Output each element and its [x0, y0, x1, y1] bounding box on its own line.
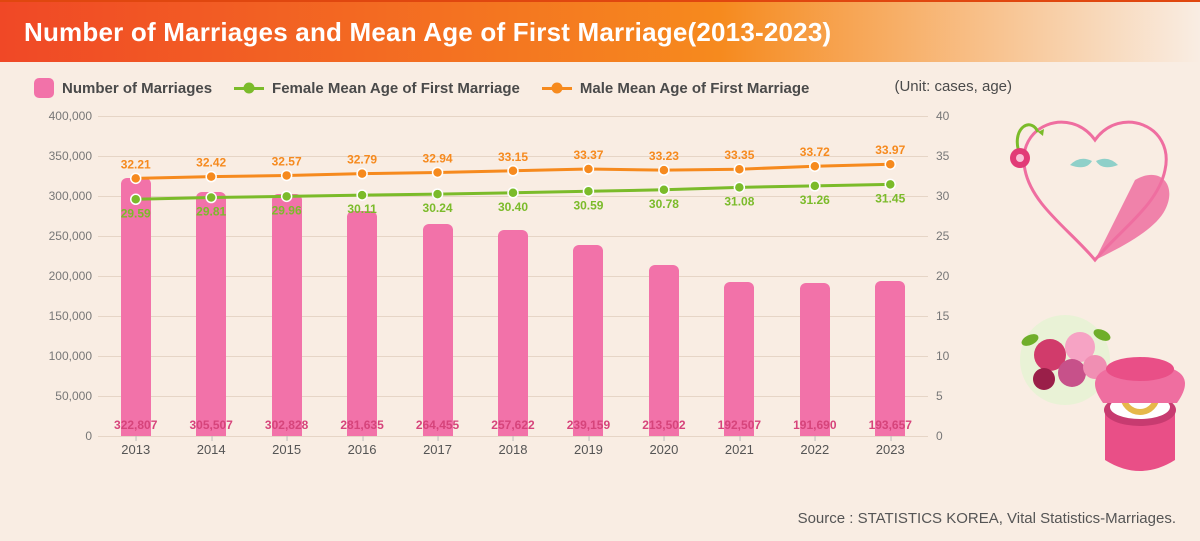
series-marker — [131, 173, 141, 183]
series-marker — [885, 159, 895, 169]
series-marker — [734, 164, 744, 174]
series-value-label: 33.15 — [498, 150, 528, 164]
legend-marriages-label: Number of Marriages — [62, 80, 212, 97]
series-value-label: 30.11 — [347, 202, 377, 216]
chart-title: Number of Marriages and Mean Age of Firs… — [24, 17, 831, 48]
series-value-label: 31.45 — [875, 191, 905, 205]
x-tick: 2013 — [121, 442, 150, 457]
y-right-tick: 25 — [936, 229, 976, 243]
series-value-label: 29.96 — [272, 203, 302, 217]
series-value-label: 31.08 — [724, 194, 754, 208]
series-value-label: 30.24 — [423, 201, 453, 215]
y-right-tick: 20 — [936, 269, 976, 283]
y-right-tick: 40 — [936, 109, 976, 123]
x-tick: 2022 — [800, 442, 829, 457]
chart-area: 322,807305,507302,828281,635264,455257,6… — [34, 110, 994, 470]
lines-layer: 32.21 32.42 32.57 32.79 32.94 33.15 33.37 33.23… — [98, 116, 928, 436]
series-marker — [131, 194, 141, 204]
x-tick: 2014 — [197, 442, 226, 457]
series-marker — [357, 169, 367, 179]
y-right-tick: 35 — [936, 149, 976, 163]
series-marker — [583, 186, 593, 196]
chart-canvas: Number of Marriages and Mean Age of Firs… — [0, 0, 1200, 541]
x-tick: 2015 — [272, 442, 301, 457]
series-value-label: 33.72 — [800, 145, 830, 159]
series-value-label: 33.23 — [649, 149, 679, 163]
series-marker — [659, 165, 669, 175]
y-right-tick: 30 — [936, 189, 976, 203]
unit-label: (Unit: cases, age) — [894, 78, 1012, 95]
legend-male: Male Mean Age of First Marriage — [542, 80, 810, 97]
series-value-label: 29.59 — [121, 206, 151, 220]
series-value-label: 32.94 — [423, 151, 453, 165]
series-value-label: 33.37 — [573, 148, 603, 162]
series-marker — [508, 166, 518, 176]
y-left-tick: 0 — [34, 429, 92, 443]
y-right-tick: 0 — [936, 429, 976, 443]
swatch-line-male-icon — [542, 87, 572, 90]
legend-female-label: Female Mean Age of First Marriage — [272, 80, 520, 97]
series-marker — [282, 170, 292, 180]
y-left-tick: 350,000 — [34, 149, 92, 163]
series-value-label: 30.40 — [498, 200, 528, 214]
series-marker — [659, 185, 669, 195]
legend-female: Female Mean Age of First Marriage — [234, 80, 520, 97]
series-marker — [433, 189, 443, 199]
wedding-illustration-icon — [1000, 110, 1190, 490]
x-tick: 2019 — [574, 442, 603, 457]
y-right-tick: 15 — [936, 309, 976, 323]
series-marker — [206, 193, 216, 203]
series-value-label: 32.42 — [196, 156, 226, 170]
legend-marriages: Number of Marriages — [34, 78, 212, 98]
y-left-tick: 300,000 — [34, 189, 92, 203]
x-tick: 2023 — [876, 442, 905, 457]
x-axis: 2013 2014 2015 2016 2017 2018 2019 2020 2021 2022… — [98, 440, 928, 466]
series-marker — [357, 190, 367, 200]
series-value-label: 30.59 — [573, 198, 603, 212]
y-left-tick: 400,000 — [34, 109, 92, 123]
y-right-tick: 5 — [936, 389, 976, 403]
x-tick: 2017 — [423, 442, 452, 457]
series-marker — [433, 167, 443, 177]
series-value-label: 29.81 — [196, 205, 226, 219]
y-left-tick: 250,000 — [34, 229, 92, 243]
series-value-label: 31.26 — [800, 193, 830, 207]
series-value-label: 30.78 — [649, 197, 679, 211]
series-marker — [206, 172, 216, 182]
series-marker — [734, 182, 744, 192]
y-left-tick: 100,000 — [34, 349, 92, 363]
swatch-line-female-icon — [234, 87, 264, 90]
series-value-label: 32.21 — [121, 157, 151, 171]
x-tick: 2020 — [649, 442, 678, 457]
series-marker — [810, 161, 820, 171]
series-value-label: 33.35 — [724, 148, 754, 162]
y-left-tick: 150,000 — [34, 309, 92, 323]
y-right-tick: 10 — [936, 349, 976, 363]
x-tick: 2016 — [348, 442, 377, 457]
series-marker — [282, 191, 292, 201]
swatch-bar-icon — [34, 78, 54, 98]
series-marker — [885, 179, 895, 189]
x-tick: 2021 — [725, 442, 754, 457]
series-marker — [508, 188, 518, 198]
series-value-label: 32.57 — [272, 154, 302, 168]
y-left-tick: 50,000 — [34, 389, 92, 403]
source-label: Source : STATISTICS KOREA, Vital Statist… — [798, 510, 1176, 527]
title-banner: Number of Marriages and Mean Age of Firs… — [0, 0, 1200, 62]
x-tick: 2018 — [499, 442, 528, 457]
legend-male-label: Male Mean Age of First Marriage — [580, 80, 810, 97]
legend: Number of Marriages Female Mean Age of F… — [34, 78, 809, 98]
y-left-tick: 200,000 — [34, 269, 92, 283]
series-marker — [583, 164, 593, 174]
series-marker — [810, 181, 820, 191]
series-value-label: 33.97 — [875, 143, 905, 157]
series-value-label: 32.79 — [347, 153, 377, 167]
